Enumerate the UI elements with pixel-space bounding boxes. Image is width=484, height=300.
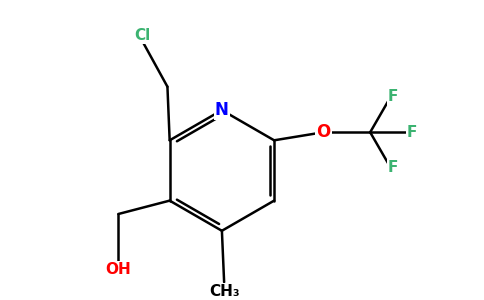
Text: F: F [407,125,417,140]
Text: Cl: Cl [135,28,151,43]
Text: N: N [215,101,229,119]
Text: CH₃: CH₃ [209,284,240,299]
Text: F: F [388,89,398,104]
Text: O: O [316,123,331,141]
Text: OH: OH [106,262,131,278]
Text: F: F [388,160,398,175]
